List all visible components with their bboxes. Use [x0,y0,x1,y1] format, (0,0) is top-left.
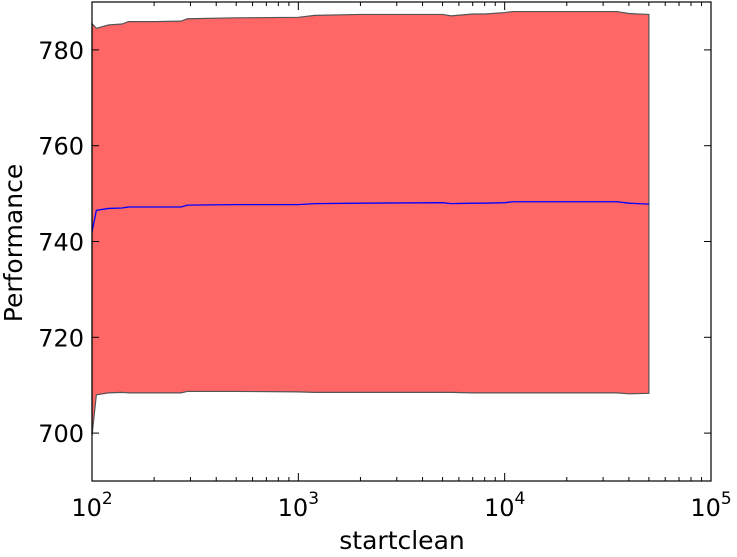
y-tick-label: 720 [38,324,84,352]
y-tick-label: 760 [38,133,84,161]
y-axis-label: Performance [0,164,28,322]
x-tick-label: 104 [484,489,525,522]
x-tick-exponent: 4 [515,489,526,509]
mean-performance-line [91,201,649,233]
x-tick-base: 10 [484,494,515,522]
x-tick-base: 10 [71,494,102,522]
x-tick-base: 10 [278,494,309,522]
x-tick-label: 105 [690,489,731,522]
y-tick-label: 700 [38,420,84,448]
x-tick-exponent: 3 [308,489,319,509]
y-tick-label: 740 [38,229,84,257]
x-axis-label: startclean [339,526,464,555]
plot-area [91,10,650,436]
x-tick-exponent: 5 [721,489,732,509]
x-tick-exponent: 2 [102,489,113,509]
x-tick-label: 102 [71,489,112,522]
x-tick-base: 10 [690,494,721,522]
y-tick-label: 780 [38,37,84,65]
x-tick-label: 103 [278,489,319,522]
performance-band [91,10,650,436]
